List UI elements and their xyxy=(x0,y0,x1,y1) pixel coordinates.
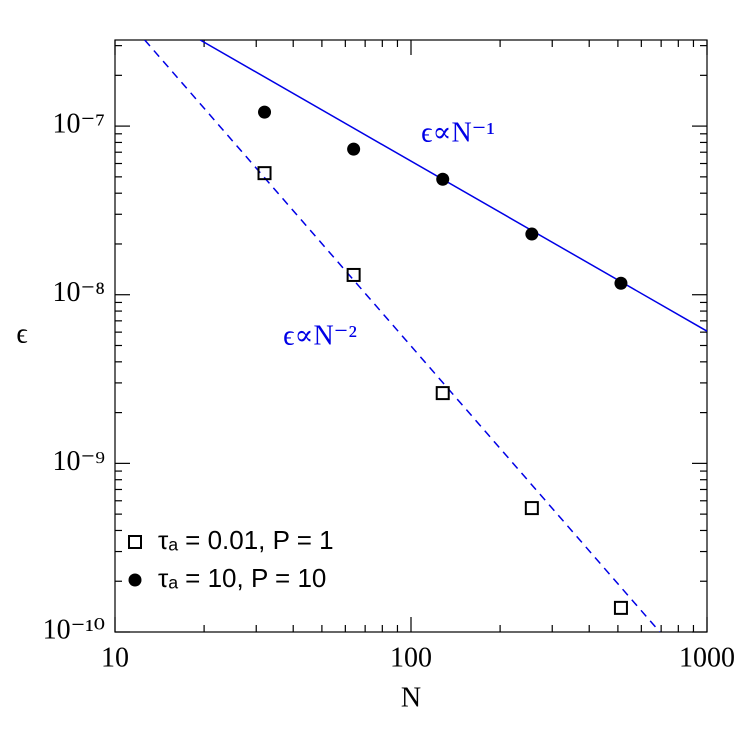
y-tick-label: 10⁻¹⁰ xyxy=(43,614,105,645)
x-axis-label: N xyxy=(401,682,421,713)
square-marker xyxy=(346,267,361,282)
circle-marker xyxy=(258,105,272,119)
y-tick-label: 10⁻⁸ xyxy=(52,277,105,308)
legend-label: τₐ = 0.01, P = 1 xyxy=(158,525,334,555)
fit-line xyxy=(199,40,707,332)
annotation: ϵ∝N⁻² xyxy=(283,320,357,351)
square-marker xyxy=(613,600,628,615)
x-tick-label: 10 xyxy=(101,642,129,673)
legend-marker xyxy=(128,573,142,587)
legend-marker xyxy=(128,535,142,549)
square-marker xyxy=(257,166,272,181)
circle-marker xyxy=(436,172,450,186)
circle-marker xyxy=(347,142,361,156)
x-tick-label: 100 xyxy=(390,642,432,673)
y-axis-label: ϵ xyxy=(16,318,27,349)
square-marker xyxy=(435,386,450,401)
circle-marker xyxy=(525,227,539,241)
x-tick-label: 1000 xyxy=(679,642,735,673)
square-marker xyxy=(524,501,539,516)
legend-label: τₐ = 10, P = 10 xyxy=(158,563,326,593)
circle-marker xyxy=(614,276,628,290)
y-tick-label: 10⁻⁹ xyxy=(52,446,105,477)
y-tick-label: 10⁻⁷ xyxy=(52,109,105,140)
fit-line xyxy=(144,40,661,632)
annotation: ϵ∝N⁻¹ xyxy=(421,117,495,148)
